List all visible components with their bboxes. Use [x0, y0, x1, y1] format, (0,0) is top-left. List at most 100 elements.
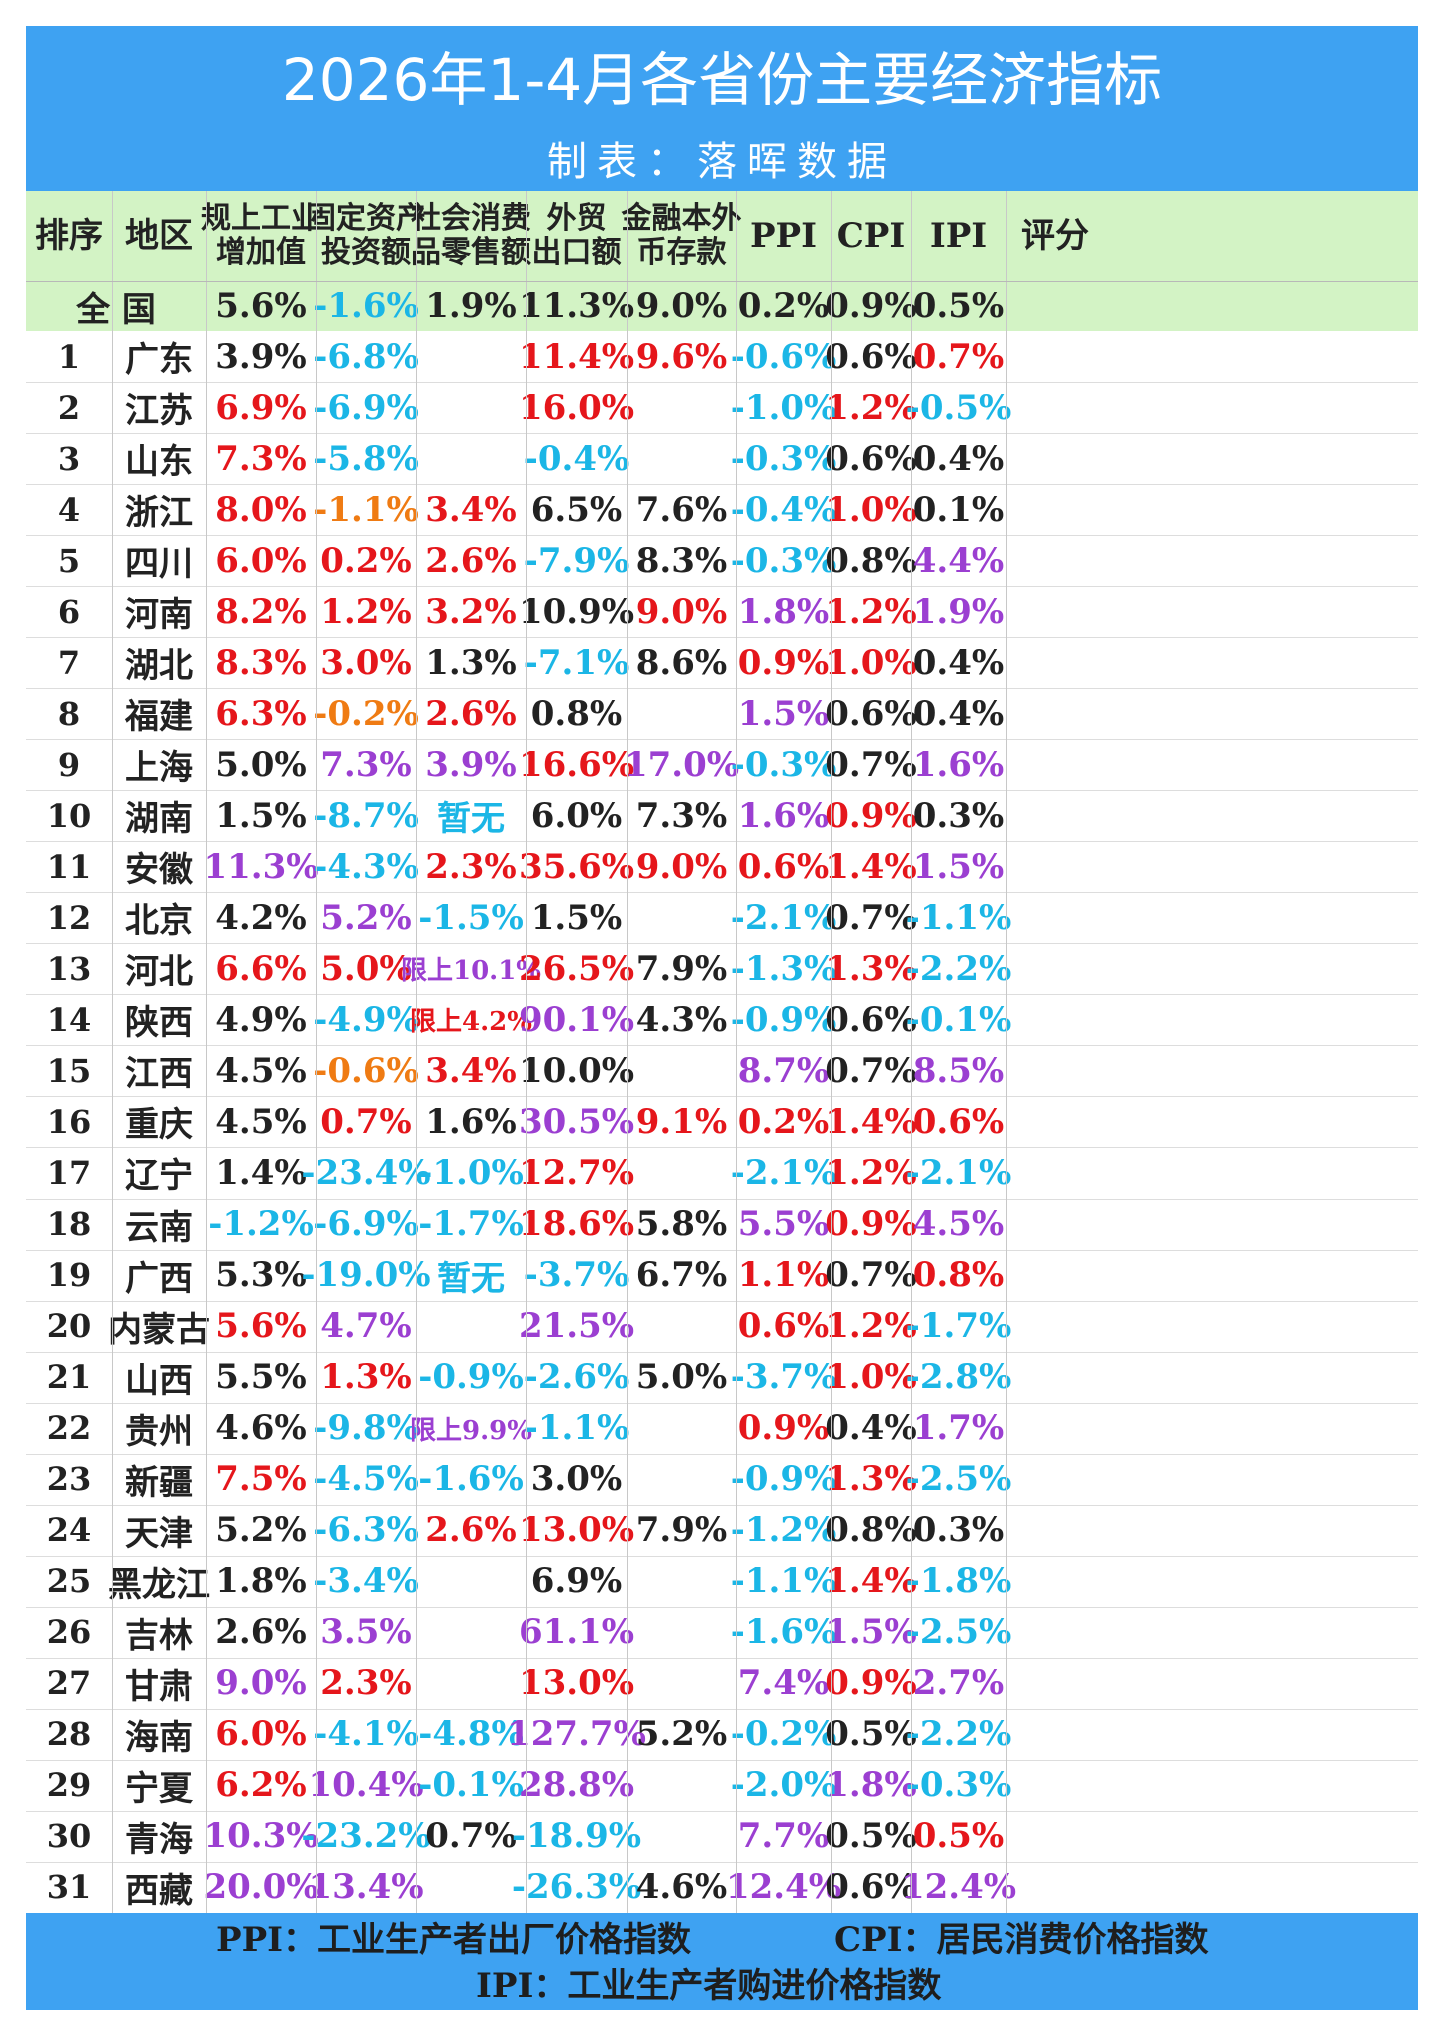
rank-cell: 23 — [46, 1460, 92, 1499]
table-row: 30 青海 10.3% -23.2% 0.7% -18.9% 7.7% 0.5% 0.5% — [26, 1811, 1418, 1862]
value-cell: -23.4% — [301, 1152, 431, 1193]
value-cell: 7.4% — [737, 1663, 830, 1704]
row-divider — [26, 586, 1418, 588]
column-header: 社会消费 品零售额 — [411, 191, 531, 281]
row-divider — [26, 1249, 1418, 1251]
table-row: 24 天津 5.2% -6.3% 2.6% 13.0% 7.9% -1.2% 0.8% 0.3% — [26, 1505, 1418, 1556]
value-cell: 7.9% — [635, 1510, 728, 1551]
value-cell: 1.4% — [825, 1561, 917, 1602]
rank-cell: 4 — [57, 490, 81, 529]
value-cell — [416, 1301, 526, 1352]
rank-cell: 9 — [57, 745, 81, 784]
value-cell: -0.6% — [313, 1050, 419, 1091]
value-cell: 2.6% — [425, 540, 517, 581]
value-cell: 9.0% — [215, 1663, 307, 1704]
score-cell — [1006, 535, 1104, 586]
value-cell: 2.7% — [912, 1663, 1005, 1704]
value-cell: 0.4% — [912, 693, 1005, 734]
value-cell: -0.6% — [730, 336, 837, 377]
value-cell: -3.7% — [523, 1255, 630, 1296]
value-cell: -4.3% — [313, 846, 419, 887]
column-header: 地区 — [112, 191, 206, 281]
value-cell: 0.2% — [737, 1101, 830, 1142]
page-subtitle: 制表：落晖数据 — [547, 139, 897, 185]
column-divider — [1006, 191, 1007, 1913]
value-cell: -0.2% — [313, 693, 419, 734]
region-cell: 甘肃 — [125, 1666, 193, 1707]
value-cell: 2.6% — [215, 1612, 307, 1653]
value-cell: 5.5% — [215, 1357, 307, 1398]
column-header-line2: 品零售额 — [411, 235, 531, 270]
table-row: 3 山东 7.3% -5.8% -0.4% -0.3% 0.6% 0.4% — [26, 433, 1418, 484]
column-header: IPI — [911, 191, 1006, 281]
value-cell: 6.2% — [215, 1765, 307, 1806]
table-header-row: 排序 地区 规上工业 增加值 固定资产 投资额 社会消费 品零售额 外贸 出口额 金融本外 币存款 PP… — [26, 191, 1418, 281]
row-divider — [26, 1402, 1418, 1404]
value-cell: 0.9% — [825, 1204, 917, 1244]
value-cell: 3.0% — [530, 1459, 623, 1500]
score-cell — [1006, 331, 1104, 382]
value-cell: 1.8% — [737, 591, 830, 632]
value-cell: 9.0% — [635, 591, 728, 632]
rank-cell: 27 — [46, 1664, 92, 1703]
table-row: 9 上海 5.0% 7.3% 3.9% 16.6% 17.0% -0.3% 0.7% 1.6% — [26, 739, 1418, 790]
value-cell: -1.1% — [905, 897, 1012, 938]
value-cell: -1.7% — [418, 1204, 524, 1244]
value-cell — [627, 892, 736, 943]
value-cell: 0.2% — [320, 540, 412, 581]
score-cell — [1006, 1709, 1104, 1760]
rank-cell: 6 — [57, 592, 81, 631]
value-cell: 5.8% — [635, 1204, 728, 1244]
column-header-line1: IPI — [929, 216, 988, 256]
region-cell: 海南 — [125, 1717, 193, 1758]
value-cell: 0.6% — [825, 1867, 917, 1908]
value-cell: 9.0% — [635, 846, 728, 887]
rank-cell: 5 — [57, 541, 81, 580]
value-cell — [416, 1556, 526, 1607]
value-cell: 0.9% — [737, 642, 830, 683]
table-row: 22 贵州 4.6% -9.8% 限上9.9% -1.1% 0.9% 0.4% 1.7% — [26, 1403, 1418, 1454]
value-cell: 1.8% — [825, 1765, 917, 1806]
value-cell: -0.3% — [730, 744, 837, 785]
value-cell: -1.6% — [730, 1612, 837, 1653]
header-divider — [26, 281, 1418, 282]
region-cell: 浙江 — [125, 493, 193, 534]
value-cell: 8.5% — [912, 1050, 1005, 1091]
value-cell: -2.2% — [905, 948, 1012, 989]
region-cell: 新疆 — [125, 1462, 193, 1503]
column-header: 外贸 出口额 — [526, 191, 627, 281]
value-cell: 3.4% — [425, 1050, 517, 1091]
value-cell — [627, 1760, 736, 1811]
table-row: 7 湖北 8.3% 3.0% 1.3% -7.1% 8.6% 0.9% 1.0% 0.4% — [26, 637, 1418, 688]
value-cell: 5.3% — [215, 1255, 307, 1296]
column-header: CPI — [831, 191, 911, 281]
value-cell — [416, 1862, 526, 1913]
value-cell: -4.5% — [313, 1459, 419, 1500]
column-header: 评分 — [1006, 191, 1104, 281]
value-cell: 11.3% — [203, 846, 319, 887]
score-cell — [1006, 1352, 1104, 1403]
row-divider — [26, 1810, 1418, 1812]
rank-cell: 21 — [46, 1358, 92, 1397]
column-header: 固定资产 投资额 — [306, 191, 426, 281]
value-cell: 1.6% — [737, 795, 830, 836]
value-cell: 1.5% — [912, 846, 1005, 887]
value-cell — [416, 1607, 526, 1658]
region-cell: 西藏 — [125, 1870, 193, 1911]
score-cell — [1006, 994, 1104, 1045]
value-cell: 1.5% — [215, 795, 307, 836]
region-cell: 云南 — [125, 1207, 193, 1248]
value-cell: -0.9% — [418, 1357, 524, 1398]
value-cell: 1.5% — [737, 693, 830, 734]
value-cell — [627, 688, 736, 739]
score-cell — [1006, 1811, 1104, 1862]
row-divider — [26, 1198, 1418, 1200]
value-cell — [627, 1403, 736, 1454]
value-cell: 0.6% — [825, 693, 917, 734]
value-cell: 8.3% — [215, 642, 307, 683]
value-cell: 0.5% — [912, 1816, 1005, 1857]
value-cell: 0.6% — [737, 846, 830, 887]
footer-ppi-definition: PPI：工业生产者出厂价格指数 — [216, 1920, 692, 1960]
column-divider — [112, 191, 113, 1913]
value-cell: 7.3% — [215, 438, 307, 479]
